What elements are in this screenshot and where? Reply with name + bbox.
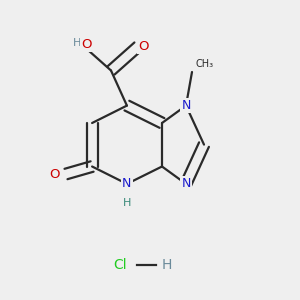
Text: CH₃: CH₃ [195, 59, 213, 69]
Text: O: O [81, 38, 92, 51]
Text: H: H [73, 38, 82, 48]
Text: O: O [49, 167, 59, 181]
Text: H: H [123, 198, 131, 208]
Text: N: N [181, 99, 191, 112]
Text: N: N [122, 177, 132, 190]
Text: Cl: Cl [113, 258, 127, 272]
Text: N: N [181, 177, 191, 190]
Text: H: H [161, 258, 172, 272]
Text: O: O [138, 40, 149, 53]
